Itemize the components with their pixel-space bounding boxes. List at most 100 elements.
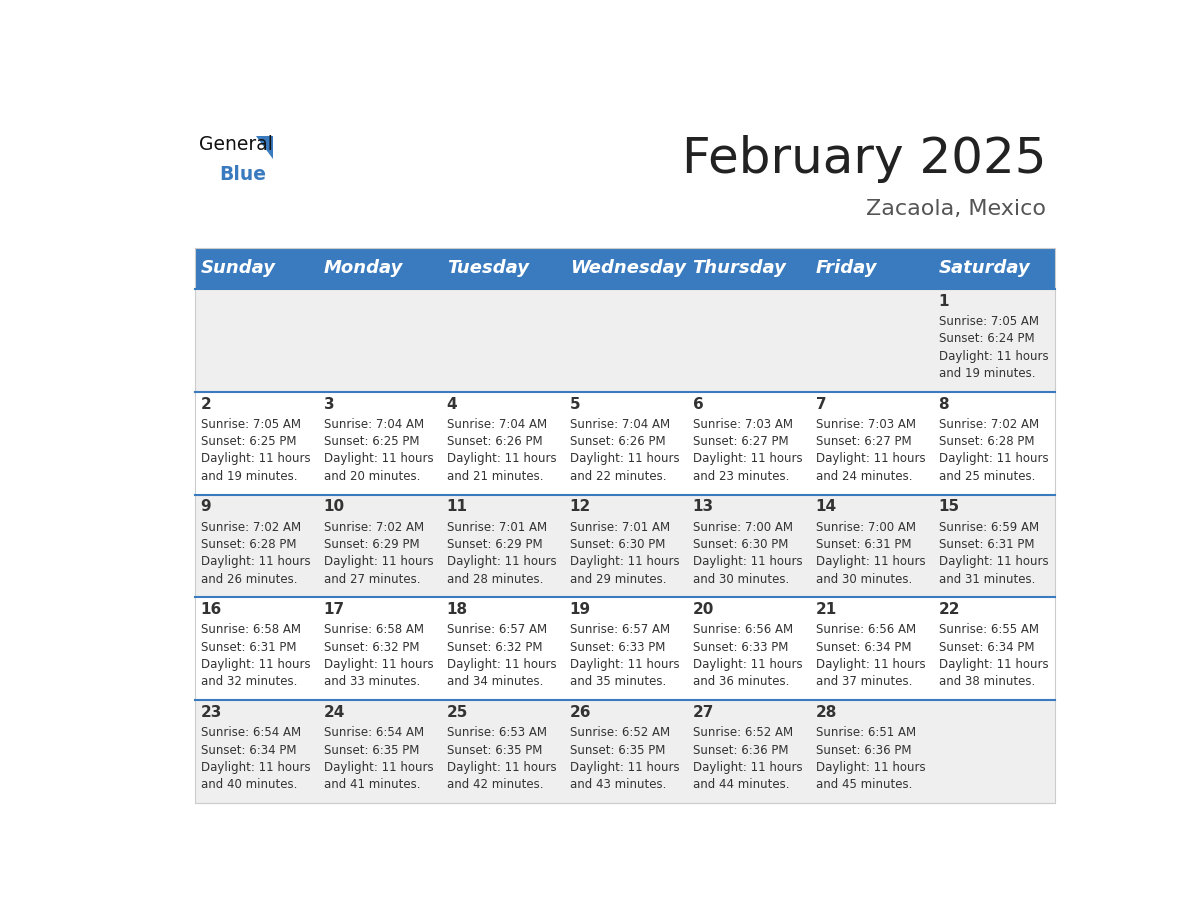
Bar (687, 495, 809, 598)
Text: Sunrise: 6:58 AM: Sunrise: 6:58 AM (323, 623, 424, 636)
Text: Sunrise: 6:56 AM: Sunrise: 6:56 AM (816, 623, 916, 636)
Text: Friday: Friday (816, 260, 877, 277)
Text: and 31 minutes.: and 31 minutes. (939, 573, 1035, 586)
Text: Sunrise: 6:54 AM: Sunrise: 6:54 AM (323, 726, 424, 739)
Text: Sunrise: 6:57 AM: Sunrise: 6:57 AM (569, 623, 670, 636)
Text: Sunset: 6:36 PM: Sunset: 6:36 PM (816, 744, 911, 756)
Text: Sunrise: 7:00 AM: Sunrise: 7:00 AM (816, 521, 916, 533)
Bar (317, 289, 441, 392)
Text: Sunset: 6:31 PM: Sunset: 6:31 PM (939, 538, 1034, 551)
Text: Sunset: 6:30 PM: Sunset: 6:30 PM (569, 538, 665, 551)
Bar (687, 248, 809, 289)
Text: and 32 minutes.: and 32 minutes. (201, 676, 297, 688)
Bar (809, 289, 933, 392)
Text: Sunrise: 7:01 AM: Sunrise: 7:01 AM (569, 521, 670, 533)
Text: and 29 minutes.: and 29 minutes. (569, 573, 666, 586)
Text: Sunset: 6:33 PM: Sunset: 6:33 PM (569, 641, 665, 654)
Text: Thursday: Thursday (693, 260, 786, 277)
Bar (441, 392, 563, 495)
Text: Daylight: 11 hours: Daylight: 11 hours (569, 453, 680, 465)
Text: 22: 22 (939, 602, 960, 617)
Text: Daylight: 11 hours: Daylight: 11 hours (447, 761, 556, 774)
Text: Sunrise: 7:04 AM: Sunrise: 7:04 AM (447, 418, 546, 431)
Bar (317, 598, 441, 700)
Text: and 19 minutes.: and 19 minutes. (939, 367, 1035, 380)
Bar (809, 248, 933, 289)
Text: 8: 8 (939, 397, 949, 411)
Text: 6: 6 (693, 397, 703, 411)
Text: Daylight: 11 hours: Daylight: 11 hours (201, 453, 310, 465)
Text: Sunset: 6:36 PM: Sunset: 6:36 PM (693, 744, 788, 756)
Bar (687, 289, 809, 392)
Text: Sunrise: 7:03 AM: Sunrise: 7:03 AM (816, 418, 916, 431)
Bar (441, 289, 563, 392)
Text: Sunrise: 6:56 AM: Sunrise: 6:56 AM (693, 623, 792, 636)
Bar (195, 392, 317, 495)
Text: 11: 11 (447, 499, 468, 514)
Text: Sunrise: 6:55 AM: Sunrise: 6:55 AM (939, 623, 1038, 636)
Text: and 33 minutes.: and 33 minutes. (323, 676, 419, 688)
Text: Sunrise: 7:05 AM: Sunrise: 7:05 AM (201, 418, 301, 431)
Text: 16: 16 (201, 602, 222, 617)
Text: 2: 2 (201, 397, 211, 411)
Text: Daylight: 11 hours: Daylight: 11 hours (693, 658, 802, 671)
Text: Sunset: 6:31 PM: Sunset: 6:31 PM (201, 641, 296, 654)
Text: Sunrise: 7:04 AM: Sunrise: 7:04 AM (323, 418, 424, 431)
Text: and 36 minutes.: and 36 minutes. (693, 676, 789, 688)
Text: Sunset: 6:35 PM: Sunset: 6:35 PM (569, 744, 665, 756)
Text: and 42 minutes.: and 42 minutes. (447, 778, 543, 791)
Bar (195, 248, 1055, 803)
Text: General: General (200, 135, 273, 154)
Text: 26: 26 (569, 705, 592, 720)
Bar (563, 392, 687, 495)
Text: 4: 4 (447, 397, 457, 411)
Text: 3: 3 (323, 397, 334, 411)
Bar (441, 700, 563, 803)
Text: and 22 minutes.: and 22 minutes. (569, 470, 666, 483)
Text: and 45 minutes.: and 45 minutes. (816, 778, 912, 791)
Text: Sunrise: 6:58 AM: Sunrise: 6:58 AM (201, 623, 301, 636)
Bar (809, 392, 933, 495)
Text: Daylight: 11 hours: Daylight: 11 hours (693, 555, 802, 568)
Bar (195, 248, 317, 289)
Bar (317, 700, 441, 803)
Text: Daylight: 11 hours: Daylight: 11 hours (693, 761, 802, 774)
Bar (195, 495, 317, 598)
Text: and 38 minutes.: and 38 minutes. (939, 676, 1035, 688)
Bar (563, 248, 687, 289)
Text: Daylight: 11 hours: Daylight: 11 hours (323, 658, 434, 671)
Text: 1: 1 (939, 294, 949, 309)
Bar (317, 392, 441, 495)
Text: 13: 13 (693, 499, 714, 514)
Text: 17: 17 (323, 602, 345, 617)
Bar (317, 495, 441, 598)
Text: Sunset: 6:29 PM: Sunset: 6:29 PM (323, 538, 419, 551)
Bar (933, 248, 1055, 289)
Text: Daylight: 11 hours: Daylight: 11 hours (201, 761, 310, 774)
Text: Daylight: 11 hours: Daylight: 11 hours (816, 658, 925, 671)
Text: and 44 minutes.: and 44 minutes. (693, 778, 789, 791)
Text: Sunrise: 6:54 AM: Sunrise: 6:54 AM (201, 726, 301, 739)
Text: and 30 minutes.: and 30 minutes. (693, 573, 789, 586)
Bar (441, 495, 563, 598)
Text: Daylight: 11 hours: Daylight: 11 hours (447, 453, 556, 465)
Text: Sunrise: 7:02 AM: Sunrise: 7:02 AM (323, 521, 424, 533)
Text: and 23 minutes.: and 23 minutes. (693, 470, 789, 483)
Text: and 24 minutes.: and 24 minutes. (816, 470, 912, 483)
Text: Daylight: 11 hours: Daylight: 11 hours (939, 350, 1048, 363)
Text: Sunrise: 6:52 AM: Sunrise: 6:52 AM (569, 726, 670, 739)
Text: Daylight: 11 hours: Daylight: 11 hours (693, 453, 802, 465)
Text: 9: 9 (201, 499, 211, 514)
Text: and 34 minutes.: and 34 minutes. (447, 676, 543, 688)
Text: Sunrise: 6:59 AM: Sunrise: 6:59 AM (939, 521, 1038, 533)
Text: Daylight: 11 hours: Daylight: 11 hours (323, 761, 434, 774)
Text: Sunset: 6:26 PM: Sunset: 6:26 PM (447, 435, 542, 448)
Text: 20: 20 (693, 602, 714, 617)
Text: Wednesday: Wednesday (569, 260, 685, 277)
Text: 24: 24 (323, 705, 345, 720)
Text: Sunset: 6:35 PM: Sunset: 6:35 PM (323, 744, 419, 756)
Text: and 30 minutes.: and 30 minutes. (816, 573, 912, 586)
Text: Saturday: Saturday (939, 260, 1030, 277)
Text: Sunrise: 7:02 AM: Sunrise: 7:02 AM (939, 418, 1038, 431)
Bar (317, 248, 441, 289)
